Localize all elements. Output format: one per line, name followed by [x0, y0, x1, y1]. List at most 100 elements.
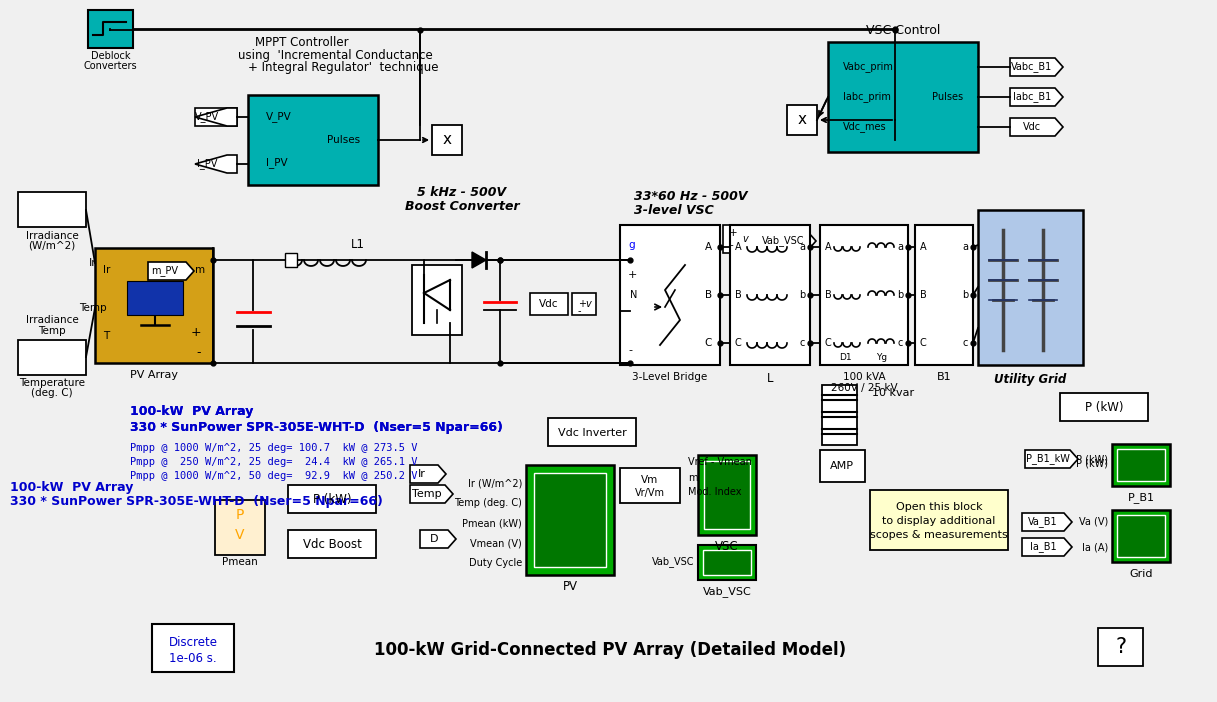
Text: Temp (deg. C): Temp (deg. C): [454, 498, 522, 508]
Text: Temp: Temp: [38, 326, 66, 336]
Text: m_PV: m_PV: [151, 265, 179, 277]
Text: Pmpp @ 1000 W/m^2, 50 deg=  92.9  kW @ 250.2 V: Pmpp @ 1000 W/m^2, 50 deg= 92.9 kW @ 250…: [130, 471, 417, 481]
Text: + Integral Regulator'  technique: + Integral Regulator' technique: [248, 62, 438, 74]
Text: 5 kHz - 500V: 5 kHz - 500V: [417, 187, 506, 199]
Bar: [95, 248, 213, 363]
Text: Vabc_prim: Vabc_prim: [843, 62, 893, 72]
Text: to display additional: to display additional: [882, 516, 996, 526]
Text: Iabc_B1: Iabc_B1: [1013, 91, 1051, 102]
Bar: [870, 490, 1008, 550]
Text: P_B1_kW: P_B1_kW: [1026, 453, 1070, 465]
Text: Vdc: Vdc: [539, 299, 559, 309]
Text: B: B: [735, 290, 741, 300]
Text: Vdc Inverter: Vdc Inverter: [557, 428, 627, 438]
Bar: [288, 530, 376, 558]
Text: 100-kW  PV Array: 100-kW PV Array: [10, 482, 134, 494]
Bar: [828, 42, 978, 152]
Bar: [248, 95, 378, 185]
Text: C: C: [825, 338, 831, 348]
Text: A: A: [825, 242, 831, 252]
Text: 100-kW Grid-Connected PV Array (Detailed Model): 100-kW Grid-Connected PV Array (Detailed…: [374, 641, 846, 659]
Text: -: -: [196, 347, 201, 359]
Bar: [18, 192, 86, 227]
Text: Temp: Temp: [413, 489, 442, 499]
Bar: [1112, 444, 1170, 486]
Text: Ir (W/m^2): Ir (W/m^2): [467, 478, 522, 488]
Bar: [195, 108, 237, 126]
Bar: [703, 550, 751, 575]
Text: g: g: [628, 240, 634, 250]
Text: 330 * SunPower SPR-305E-WHT-D  (Nser=5 Npar=66): 330 * SunPower SPR-305E-WHT-D (Nser=5 Np…: [10, 496, 383, 508]
Bar: [915, 225, 974, 365]
Polygon shape: [1022, 513, 1072, 531]
Text: Open this block: Open this block: [896, 502, 982, 512]
Text: C: C: [705, 338, 712, 348]
Text: c: c: [897, 338, 903, 348]
Text: c: c: [963, 338, 968, 348]
Bar: [572, 293, 596, 315]
Bar: [288, 485, 376, 513]
Bar: [820, 450, 865, 482]
Text: Discrete: Discrete: [168, 635, 218, 649]
Text: C: C: [920, 338, 926, 348]
Text: 3-Level Bridge: 3-Level Bridge: [633, 372, 707, 382]
Bar: [703, 461, 750, 529]
Text: Vab_VSC: Vab_VSC: [651, 557, 694, 567]
Text: Grid: Grid: [1129, 569, 1152, 579]
Text: N: N: [630, 290, 638, 300]
Text: x: x: [797, 112, 807, 128]
Text: 1e-06 s.: 1e-06 s.: [169, 651, 217, 665]
Text: Irradiance: Irradiance: [26, 315, 78, 325]
Text: 260V / 25 kV: 260V / 25 kV: [831, 383, 897, 393]
Polygon shape: [420, 530, 456, 548]
Polygon shape: [758, 232, 817, 250]
Bar: [699, 545, 756, 580]
Text: (deg. C): (deg. C): [32, 388, 73, 398]
Text: P (kW): P (kW): [1076, 454, 1107, 464]
Bar: [127, 281, 183, 315]
Text: using  'Incremental Conductance: using 'Incremental Conductance: [239, 48, 433, 62]
Text: Ir: Ir: [419, 469, 426, 479]
Text: +: +: [578, 299, 587, 309]
Text: -: -: [729, 240, 733, 250]
Text: Vdc_mes: Vdc_mes: [843, 121, 887, 133]
Bar: [534, 473, 606, 567]
Bar: [1098, 628, 1143, 666]
Polygon shape: [410, 485, 453, 503]
Text: MPPT Controller: MPPT Controller: [256, 36, 348, 48]
Text: P (kW): P (kW): [1084, 401, 1123, 413]
Bar: [548, 418, 636, 446]
Text: ?: ?: [1116, 637, 1127, 657]
Text: B: B: [825, 290, 831, 300]
Text: 10 kvar: 10 kvar: [873, 388, 914, 398]
Text: P (kW): P (kW): [1076, 459, 1107, 469]
Bar: [723, 225, 753, 253]
Text: Vab_VSC: Vab_VSC: [762, 236, 804, 246]
Polygon shape: [1022, 538, 1072, 556]
Text: b: b: [961, 290, 969, 300]
Text: I_PV: I_PV: [267, 157, 287, 168]
Text: +: +: [628, 270, 638, 280]
Text: Converters: Converters: [84, 61, 138, 71]
Text: Pmpp @ 1000 W/m^2, 25 deg= 100.7  kW @ 273.5 V: Pmpp @ 1000 W/m^2, 25 deg= 100.7 kW @ 27…: [130, 443, 417, 453]
Text: Ia_B1: Ia_B1: [1030, 541, 1056, 552]
Text: PV Array: PV Array: [130, 370, 178, 380]
Text: c: c: [800, 338, 804, 348]
Text: Vmean (V): Vmean (V): [470, 538, 522, 548]
Bar: [978, 210, 1083, 365]
Text: b: b: [897, 290, 903, 300]
Text: Temperature: Temperature: [19, 378, 85, 388]
Bar: [432, 125, 462, 155]
Text: Pulses: Pulses: [327, 135, 360, 145]
Text: B: B: [705, 290, 712, 300]
Text: A: A: [920, 242, 926, 252]
Text: Duty Cycle: Duty Cycle: [469, 558, 522, 568]
Bar: [152, 624, 234, 672]
Polygon shape: [1010, 118, 1062, 136]
Text: x: x: [443, 133, 452, 147]
Text: Va_B1: Va_B1: [1028, 517, 1058, 527]
Bar: [821, 385, 857, 445]
Text: Vab_VSC: Vab_VSC: [702, 587, 751, 597]
Polygon shape: [1010, 58, 1062, 76]
Text: V: V: [235, 528, 245, 542]
